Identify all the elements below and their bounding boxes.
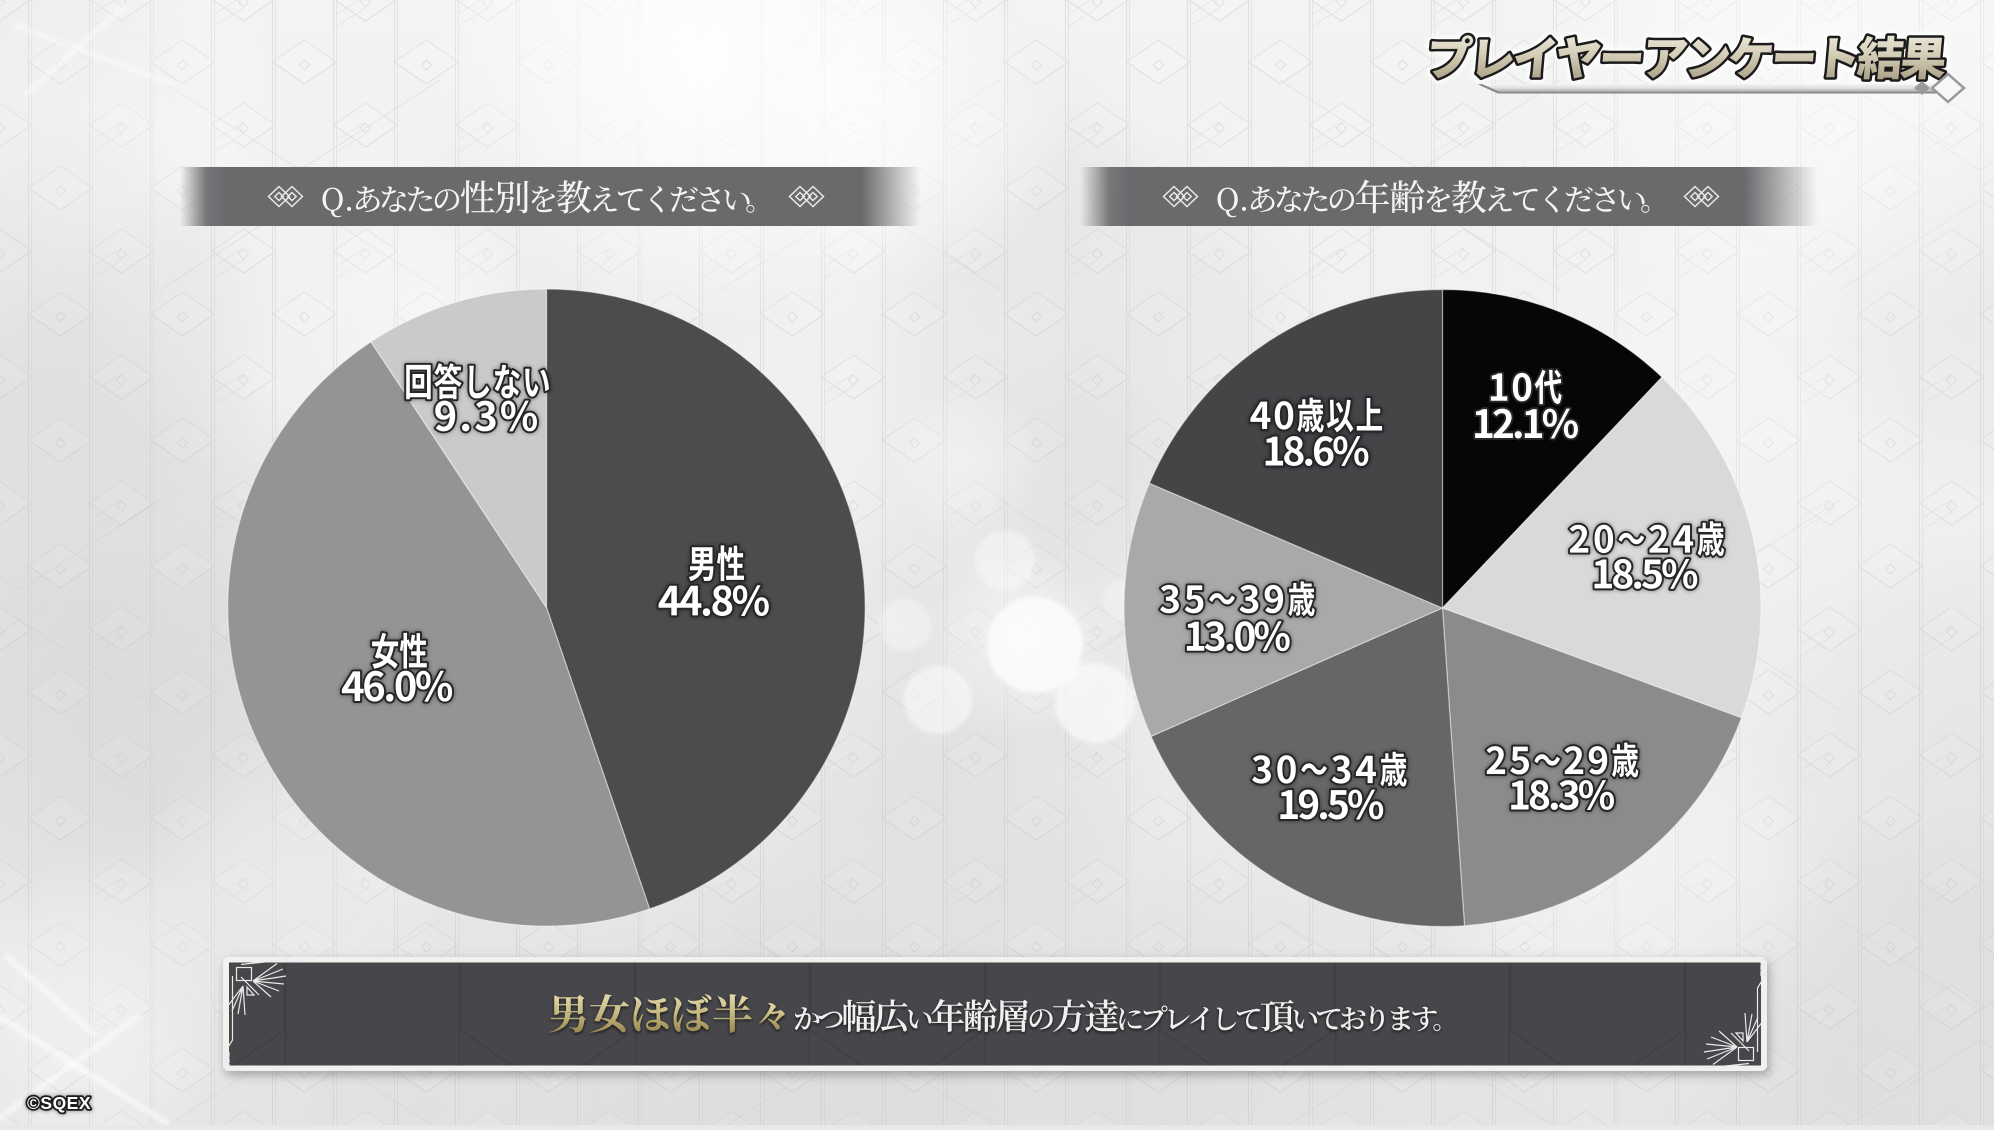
svg-text:©SQEX: ©SQEX bbox=[27, 1093, 91, 1113]
